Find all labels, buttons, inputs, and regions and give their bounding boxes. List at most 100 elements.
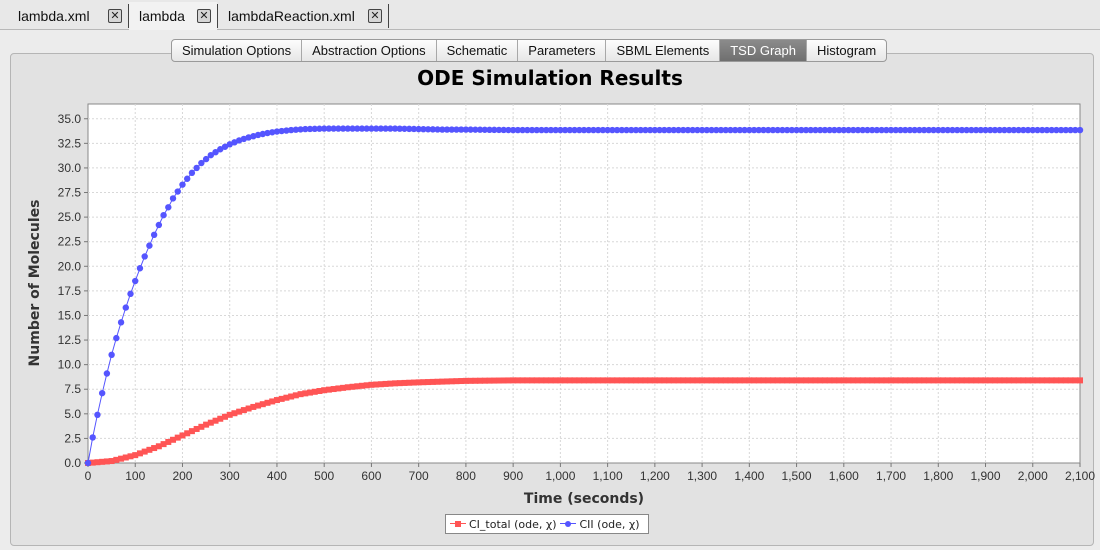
data-point	[155, 221, 163, 229]
data-point	[1067, 377, 1074, 384]
x-tick-label: 1,900	[971, 469, 1001, 483]
plot-area[interactable]	[87, 103, 1081, 464]
data-point	[821, 377, 828, 384]
data-point	[340, 384, 347, 391]
data-point	[543, 377, 550, 384]
data-point	[273, 128, 281, 135]
data-point	[193, 425, 200, 432]
data-point	[807, 377, 814, 384]
data-point	[302, 390, 309, 397]
data-point	[519, 126, 526, 134]
data-point	[420, 379, 427, 386]
data-point	[774, 377, 781, 384]
data-point	[117, 319, 125, 326]
tab-abstraction-options[interactable]: Abstraction Options	[302, 40, 437, 61]
data-point	[755, 377, 762, 384]
y-tick-label: 27.5	[58, 186, 82, 200]
file-tab-lambda[interactable]: lambda ✕	[129, 2, 217, 30]
data-point	[99, 458, 106, 465]
data-point	[382, 380, 389, 387]
x-tick-label: 200	[172, 469, 192, 483]
data-point	[198, 423, 205, 430]
data-point	[684, 377, 691, 384]
data-point	[529, 377, 536, 384]
data-point	[491, 377, 498, 384]
data-point	[335, 125, 342, 132]
chart-title: ODE Simulation Results	[417, 66, 683, 90]
close-icon[interactable]: ✕	[108, 9, 122, 23]
data-point	[297, 391, 304, 398]
file-tab-lambda-xml[interactable]: lambda.xml ✕	[8, 2, 128, 30]
data-point	[944, 377, 951, 384]
y-tick-label: 12.5	[58, 333, 82, 347]
data-point	[694, 377, 701, 384]
data-point	[599, 377, 606, 384]
data-point	[396, 125, 403, 132]
data-point	[557, 126, 564, 134]
data-point	[505, 126, 512, 134]
data-point	[769, 377, 776, 384]
data-point	[888, 377, 895, 384]
data-point	[273, 397, 280, 404]
data-point	[750, 126, 758, 134]
data-point	[335, 385, 342, 392]
data-point	[415, 125, 422, 133]
data-point	[179, 432, 186, 439]
data-point	[514, 377, 521, 384]
tab-tsd-graph[interactable]: TSD Graph	[720, 40, 807, 61]
x-tick-label: 1,500	[782, 469, 812, 483]
data-point	[689, 377, 696, 384]
data-point	[991, 377, 998, 384]
data-point	[444, 378, 451, 385]
tab-histogram[interactable]: Histogram	[816, 43, 877, 58]
data-point	[609, 126, 616, 134]
data-point	[160, 441, 167, 448]
file-tab-lambdareaction-xml[interactable]: lambdaReaction.xml ✕	[218, 2, 388, 30]
data-point	[316, 125, 323, 132]
data-point	[954, 377, 961, 384]
data-point	[292, 392, 299, 399]
tab-simulation-options[interactable]: Simulation Options	[172, 40, 303, 61]
data-point	[377, 381, 384, 388]
data-point	[311, 388, 318, 395]
data-point	[1039, 126, 1046, 134]
data-point	[680, 377, 687, 384]
close-icon[interactable]: ✕	[368, 9, 382, 23]
data-point	[462, 377, 469, 384]
tab-schematic[interactable]: Schematic	[437, 40, 519, 61]
data-point	[434, 126, 441, 133]
x-tick-label: 800	[456, 469, 476, 483]
data-point	[495, 377, 502, 384]
data-point	[760, 126, 767, 134]
data-point	[387, 125, 394, 132]
data-point	[977, 377, 984, 384]
data-point	[552, 377, 559, 384]
data-point	[283, 127, 290, 134]
data-point	[684, 126, 692, 134]
data-point	[151, 445, 158, 452]
y-axis: 0.0 2.5 5.0 7.5 10.0 12.5 15.0 17.5 20.0 22.5 25.0…	[58, 112, 88, 470]
data-point	[930, 377, 937, 384]
data-point	[320, 125, 328, 132]
data-point	[968, 377, 975, 384]
data-point	[590, 126, 597, 134]
data-point	[703, 377, 710, 384]
data-point	[1020, 377, 1027, 384]
data-point	[325, 125, 333, 132]
data-point	[911, 126, 918, 134]
tab-sbml-elements[interactable]: SBML Elements	[606, 40, 721, 61]
data-point	[103, 458, 110, 465]
tab-parameters[interactable]: Parameters	[518, 40, 607, 61]
data-point	[798, 377, 805, 384]
data-point	[869, 377, 876, 384]
close-icon[interactable]: ✕	[197, 9, 211, 23]
data-point	[410, 379, 417, 386]
data-point	[368, 125, 375, 132]
data-point	[646, 126, 654, 134]
data-point	[902, 377, 909, 384]
data-point	[656, 126, 663, 134]
data-point	[840, 126, 848, 134]
data-point	[255, 402, 262, 409]
data-point	[623, 126, 630, 134]
